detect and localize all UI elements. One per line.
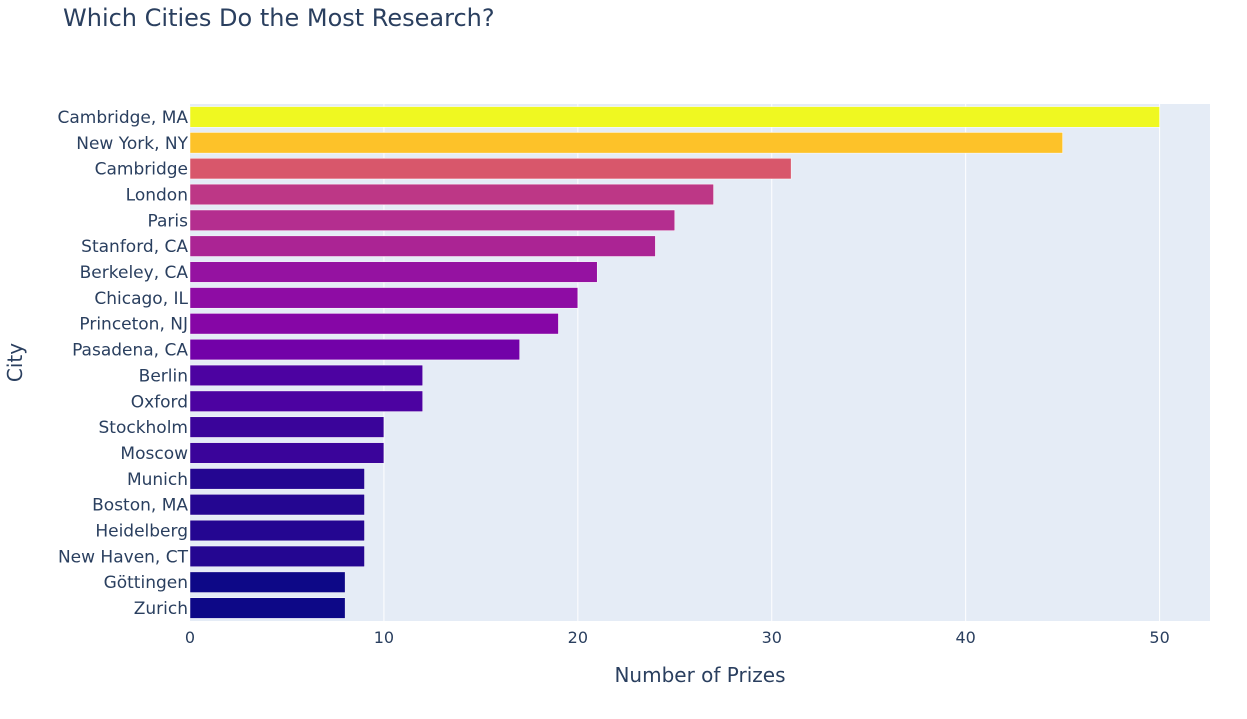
y-tick-label: Heidelberg [95, 522, 188, 542]
chart-title: Which Cities Do the Most Research? [63, 4, 495, 32]
bar [189, 597, 346, 619]
bar [189, 338, 520, 361]
bar [189, 519, 365, 542]
y-tick-label: Oxford [131, 392, 188, 412]
y-tick-label: London [126, 185, 188, 205]
bar [189, 364, 423, 387]
x-tick-label: 10 [374, 628, 394, 647]
y-tick-label: New York, NY [76, 134, 188, 154]
x-tick-label: 20 [568, 628, 588, 647]
bar [189, 390, 423, 412]
x-tick-label: 40 [955, 628, 975, 647]
plot-background [190, 104, 1210, 621]
y-tick-label: Moscow [120, 444, 188, 464]
y-tick-label: Stockholm [98, 418, 188, 438]
bar [189, 468, 365, 490]
y-tick-label: Stanford, CA [81, 237, 188, 257]
bar [189, 106, 1160, 128]
bar [189, 209, 676, 231]
y-tick-labels: Cambridge, MA New York, NY Cambridge London… [58, 108, 189, 619]
x-axis-title: Number of Prizes [614, 663, 785, 687]
bar [189, 571, 346, 593]
y-tick-label: Zurich [134, 599, 188, 619]
x-tick-labels: 0 10 20 30 40 50 [185, 628, 1170, 647]
y-tick-label: Berlin [139, 366, 188, 386]
bar [189, 132, 1063, 154]
y-tick-label: New Haven, CT [58, 547, 189, 567]
x-tick-label: 30 [762, 628, 782, 647]
y-tick-label: Munich [127, 470, 188, 490]
bar-layer [189, 106, 1160, 619]
y-tick-label: Göttingen [104, 573, 188, 593]
y-tick-label: Paris [148, 211, 189, 231]
y-tick-label: Pasadena, CA [72, 341, 188, 361]
y-tick-label: Cambridge [95, 160, 188, 180]
y-tick-label: Chicago, IL [94, 289, 188, 309]
bar [189, 183, 714, 206]
y-axis-title: City [3, 343, 27, 382]
y-tick-label: Princeton, NJ [79, 315, 188, 335]
y-tick-label: Cambridge, MA [58, 108, 189, 128]
x-tick-label: 50 [1149, 628, 1169, 647]
bar [189, 313, 559, 335]
x-tick-label: 0 [185, 628, 195, 647]
bar [189, 442, 385, 464]
bar [189, 494, 365, 516]
bar [189, 416, 385, 438]
bar [189, 158, 792, 180]
bar [189, 235, 656, 257]
y-tick-label: Boston, MA [92, 496, 188, 516]
bar [189, 261, 598, 283]
y-tick-label: Berkeley, CA [80, 263, 189, 283]
bar [189, 287, 579, 309]
bar [189, 545, 365, 567]
